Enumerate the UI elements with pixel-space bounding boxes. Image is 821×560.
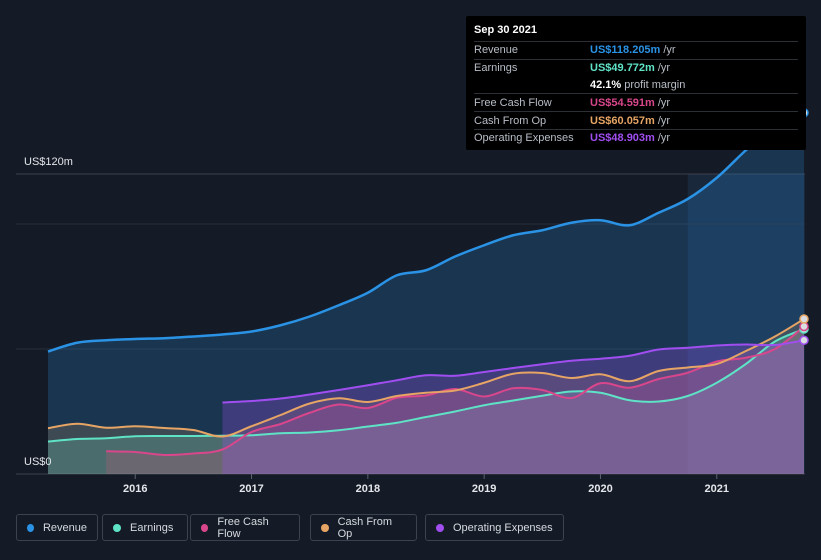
operating-expenses-area [222,340,804,474]
cash-from-op-line [47,318,805,438]
tooltip-row-value: US$48.903m [590,132,655,145]
tooltip-row-value: US$60.057m [590,114,655,127]
data-tooltip: Sep 30 2021 Revenue US$118.205m/yr Earning… [466,16,806,150]
tooltip-row: Operating Expenses US$48.903m/yr [474,128,798,147]
tooltip-row-label: Revenue [474,44,519,57]
legend-item-operating-expenses[interactable]: Operating Expenses [425,514,564,541]
legend-label: Earnings [130,521,174,534]
tooltip-row: Revenue US$118.205m/yr [474,41,798,59]
earnings-line [47,328,805,443]
legend-label: Cash From Op [337,515,392,540]
tooltip-row: Earnings US$49.772m/yr [474,58,798,77]
legend-dot-icon [113,523,121,532]
tooltip-row-unit: /yr [657,132,671,145]
revenue-line [47,111,805,353]
tooltip-row: Cash From Op US$60.057m/yr [474,111,798,129]
free-cash-flow-area [106,326,804,474]
x-tick-label: 2016 [123,483,147,495]
tooltip-row-value: US$49.772m [590,62,655,75]
operating-expenses-line [222,339,805,404]
legend-label: Revenue [42,521,87,534]
legend-dot-icon [436,523,444,532]
tooltip-row-unit: /yr [663,44,676,57]
tooltip-row: 42.1% profit margin [474,77,798,94]
tooltip-row-value: US$118.205m [590,44,661,57]
earnings-area [48,329,804,474]
tooltip-row-unit: /yr [657,62,671,75]
legend-label: Free Cash Flow [217,515,269,540]
x-tick-label: 2018 [356,483,380,495]
y-axis-bottom-label: US$0 [24,456,52,468]
tooltip-row-label: Operating Expenses [474,132,574,145]
operating-expenses-end-marker [799,335,809,345]
tooltip-row-unit: /yr [657,96,671,109]
legend-dot-icon [27,523,34,532]
legend-dot-icon [321,523,329,532]
tooltip-row-value: US$54.591m [590,96,655,109]
x-tick-label: 2021 [705,483,729,495]
legend-item-revenue[interactable]: Revenue [16,514,98,541]
legend-dot-icon [201,523,209,532]
tooltip-row-unit: profit margin [624,78,686,91]
x-tick-label: 2017 [239,483,263,495]
tooltip-row-unit: /yr [657,114,671,127]
y-axis-top-label: US$120m [24,156,73,168]
legend-item-earnings[interactable]: Earnings [102,514,188,541]
tooltip-row-label: Cash From Op [474,114,547,127]
x-tick-label: 2020 [588,483,612,495]
tooltip-row-label: Earnings [474,62,518,75]
tooltip-row: Free Cash Flow US$54.591m/yr [474,93,798,111]
revenue-area [48,112,804,474]
free-cash-flow-line [106,325,805,457]
cash-from-op-end-marker [799,314,809,324]
legend-label: Operating Expenses [453,521,553,534]
tooltip-row-value: 42.1% [590,78,622,91]
legend-item-free-cash-flow[interactable]: Free Cash Flow [190,514,300,541]
x-tick-label: 2019 [472,483,496,495]
legend-item-cash-from-op[interactable]: Cash From Op [310,514,417,541]
tooltip-date: Sep 30 2021 [474,24,537,36]
tooltip-row-label: Free Cash Flow [474,96,552,109]
